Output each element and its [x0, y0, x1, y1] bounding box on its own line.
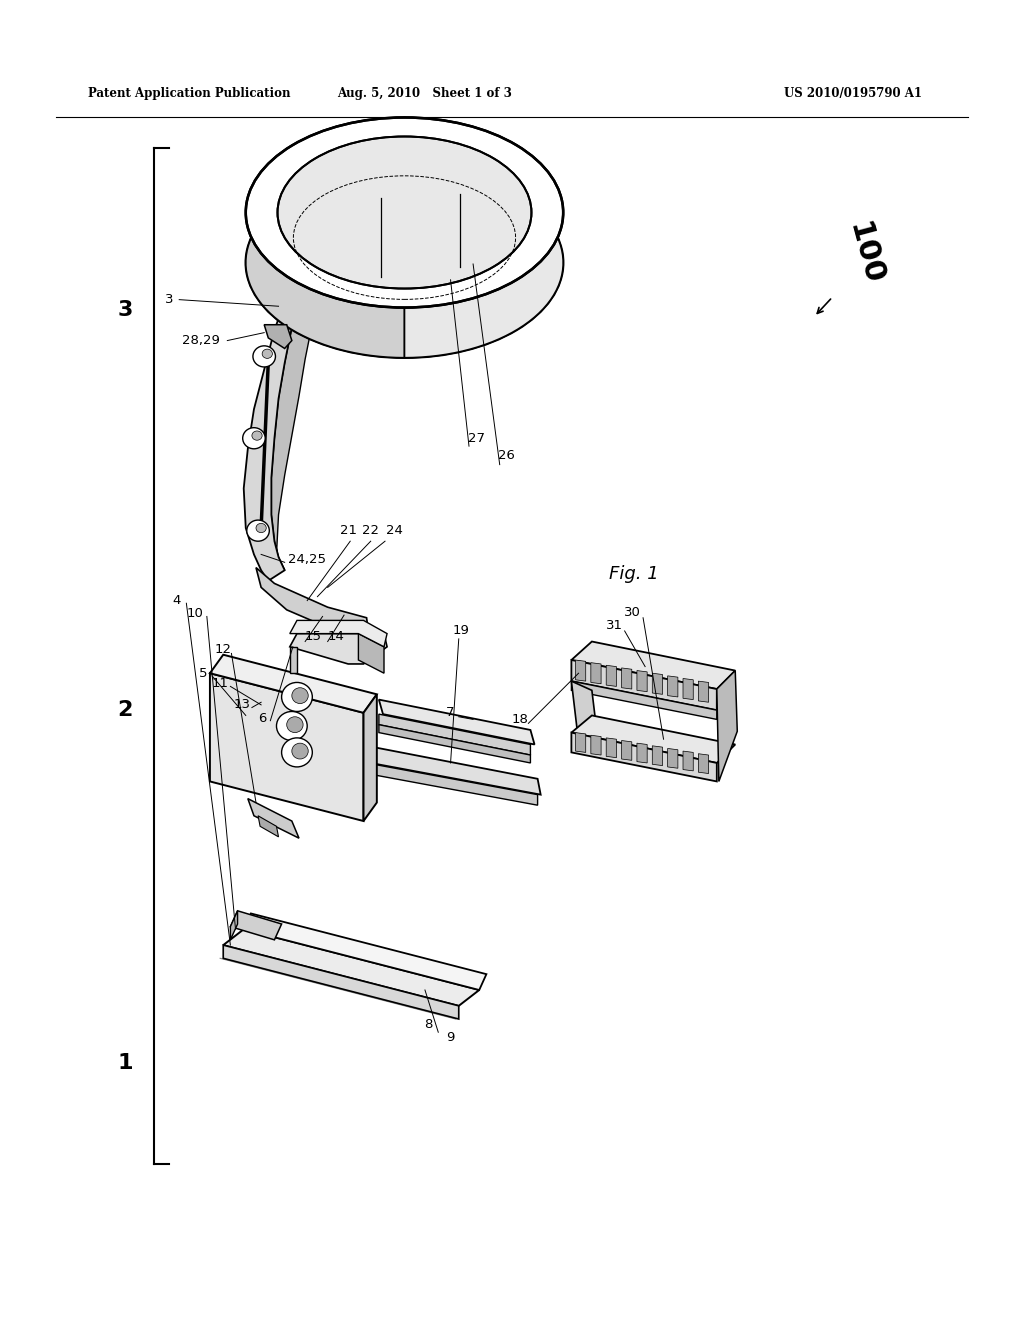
- Text: 5: 5: [199, 667, 207, 680]
- Text: 27: 27: [468, 432, 484, 445]
- Polygon shape: [271, 310, 312, 570]
- Polygon shape: [591, 663, 601, 684]
- Ellipse shape: [247, 520, 269, 541]
- Polygon shape: [606, 665, 616, 686]
- Polygon shape: [290, 647, 297, 673]
- Polygon shape: [379, 725, 530, 763]
- Polygon shape: [256, 568, 369, 636]
- Polygon shape: [223, 929, 479, 1006]
- Ellipse shape: [292, 688, 308, 704]
- Ellipse shape: [292, 743, 308, 759]
- Text: Aug. 5, 2010   Sheet 1 of 3: Aug. 5, 2010 Sheet 1 of 3: [338, 87, 512, 99]
- Polygon shape: [404, 117, 563, 358]
- Polygon shape: [210, 673, 364, 821]
- Text: 21: 21: [340, 524, 356, 537]
- Text: 3: 3: [165, 293, 173, 306]
- Text: 26: 26: [499, 449, 515, 462]
- Polygon shape: [246, 117, 404, 358]
- Ellipse shape: [252, 430, 262, 440]
- Polygon shape: [668, 676, 678, 697]
- Polygon shape: [261, 304, 379, 346]
- Polygon shape: [571, 660, 717, 710]
- Polygon shape: [230, 911, 238, 940]
- Polygon shape: [637, 671, 647, 692]
- Ellipse shape: [278, 136, 531, 289]
- Polygon shape: [358, 634, 384, 673]
- Polygon shape: [364, 694, 377, 821]
- Polygon shape: [367, 763, 538, 805]
- Polygon shape: [258, 816, 279, 837]
- Text: 2: 2: [117, 700, 133, 721]
- Ellipse shape: [282, 682, 312, 711]
- Polygon shape: [290, 634, 387, 664]
- Polygon shape: [606, 738, 616, 758]
- Text: 22: 22: [362, 524, 379, 537]
- Polygon shape: [683, 678, 693, 700]
- Ellipse shape: [246, 168, 563, 358]
- Text: 15: 15: [305, 630, 322, 643]
- Polygon shape: [230, 911, 282, 940]
- Polygon shape: [223, 945, 459, 1019]
- Text: 14: 14: [328, 630, 344, 643]
- Text: 10: 10: [186, 607, 203, 620]
- Polygon shape: [571, 715, 735, 763]
- Polygon shape: [379, 714, 530, 755]
- Text: 30: 30: [625, 606, 641, 619]
- Polygon shape: [575, 733, 586, 752]
- Text: 9: 9: [446, 1031, 455, 1044]
- Text: 7: 7: [446, 706, 455, 719]
- Text: 18: 18: [512, 713, 528, 726]
- Text: 13: 13: [233, 698, 250, 711]
- Polygon shape: [244, 310, 297, 581]
- Ellipse shape: [262, 348, 272, 359]
- Text: 4: 4: [172, 594, 180, 607]
- Ellipse shape: [287, 717, 303, 733]
- Polygon shape: [571, 681, 717, 719]
- Polygon shape: [717, 671, 737, 781]
- Text: 11: 11: [212, 677, 228, 690]
- Text: 28,29: 28,29: [182, 334, 219, 347]
- Polygon shape: [637, 743, 647, 763]
- Polygon shape: [264, 325, 292, 348]
- Polygon shape: [210, 655, 377, 713]
- Polygon shape: [379, 700, 535, 744]
- Text: 24: 24: [386, 524, 402, 537]
- Text: 8: 8: [424, 1018, 432, 1031]
- Ellipse shape: [282, 738, 312, 767]
- Polygon shape: [622, 741, 632, 760]
- Polygon shape: [244, 913, 486, 990]
- Text: 3: 3: [117, 300, 133, 321]
- Polygon shape: [652, 746, 663, 766]
- Polygon shape: [367, 746, 541, 795]
- Polygon shape: [683, 751, 693, 771]
- Text: 12: 12: [215, 643, 231, 656]
- Ellipse shape: [246, 117, 563, 308]
- Polygon shape: [591, 735, 601, 755]
- Text: Fig. 1: Fig. 1: [609, 565, 659, 583]
- Ellipse shape: [256, 523, 266, 532]
- Polygon shape: [652, 673, 663, 694]
- Text: Patent Application Publication: Patent Application Publication: [88, 87, 291, 99]
- Ellipse shape: [253, 346, 275, 367]
- Polygon shape: [571, 733, 717, 781]
- Polygon shape: [571, 642, 735, 689]
- Text: US 2010/0195790 A1: US 2010/0195790 A1: [783, 87, 922, 99]
- Text: 1: 1: [117, 1052, 133, 1073]
- Polygon shape: [668, 748, 678, 768]
- Polygon shape: [698, 754, 709, 774]
- Polygon shape: [571, 681, 599, 750]
- Polygon shape: [575, 660, 586, 681]
- Polygon shape: [698, 681, 709, 702]
- Text: 24,25: 24,25: [288, 553, 327, 566]
- Text: 19: 19: [453, 624, 469, 638]
- Polygon shape: [290, 620, 387, 647]
- Ellipse shape: [276, 711, 307, 741]
- Polygon shape: [622, 668, 632, 689]
- Text: 31: 31: [606, 619, 623, 632]
- Text: 100: 100: [843, 219, 888, 288]
- Text: 6: 6: [258, 711, 266, 725]
- Polygon shape: [248, 799, 299, 838]
- Ellipse shape: [243, 428, 265, 449]
